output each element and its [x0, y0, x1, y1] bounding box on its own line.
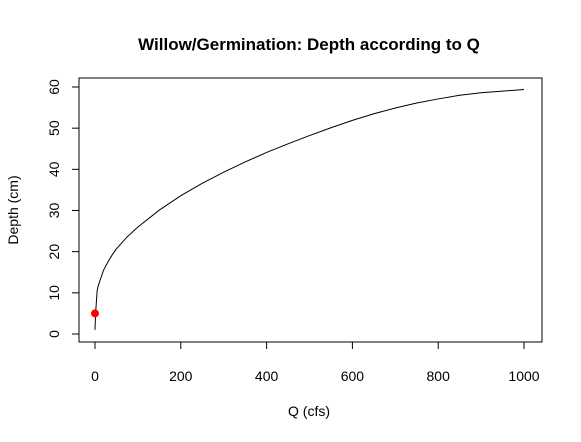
- x-tick-label: 600: [341, 368, 365, 384]
- y-axis: 0 10 20 30 40 50 60: [46, 79, 80, 338]
- y-tick-label: 30: [46, 203, 62, 219]
- y-tick-label: 20: [46, 244, 62, 260]
- x-axis-label: Q (cfs): [288, 403, 330, 419]
- x-tick-label: 800: [427, 368, 451, 384]
- x-tick-label: 400: [255, 368, 279, 384]
- x-axis: 0 200 400 600 800 1000: [91, 341, 540, 384]
- chart-title: Willow/Germination: Depth according to Q: [138, 35, 480, 54]
- highlight-point: [91, 309, 99, 318]
- plot-frame: [78, 77, 543, 343]
- x-tick-label: 1000: [508, 368, 539, 384]
- x-tick-label: 0: [91, 368, 99, 384]
- y-tick-label: 40: [46, 161, 62, 177]
- y-tick-label: 50: [46, 120, 62, 136]
- series-line: [94, 88, 525, 330]
- series-layer: [94, 88, 525, 330]
- y-axis-label: Depth (cm): [5, 175, 21, 244]
- points-layer: [91, 309, 99, 318]
- y-tick-label: 0: [46, 330, 62, 338]
- y-tick-label: 60: [46, 79, 62, 95]
- x-tick-label: 200: [169, 368, 193, 384]
- y-tick-label: 10: [46, 285, 62, 301]
